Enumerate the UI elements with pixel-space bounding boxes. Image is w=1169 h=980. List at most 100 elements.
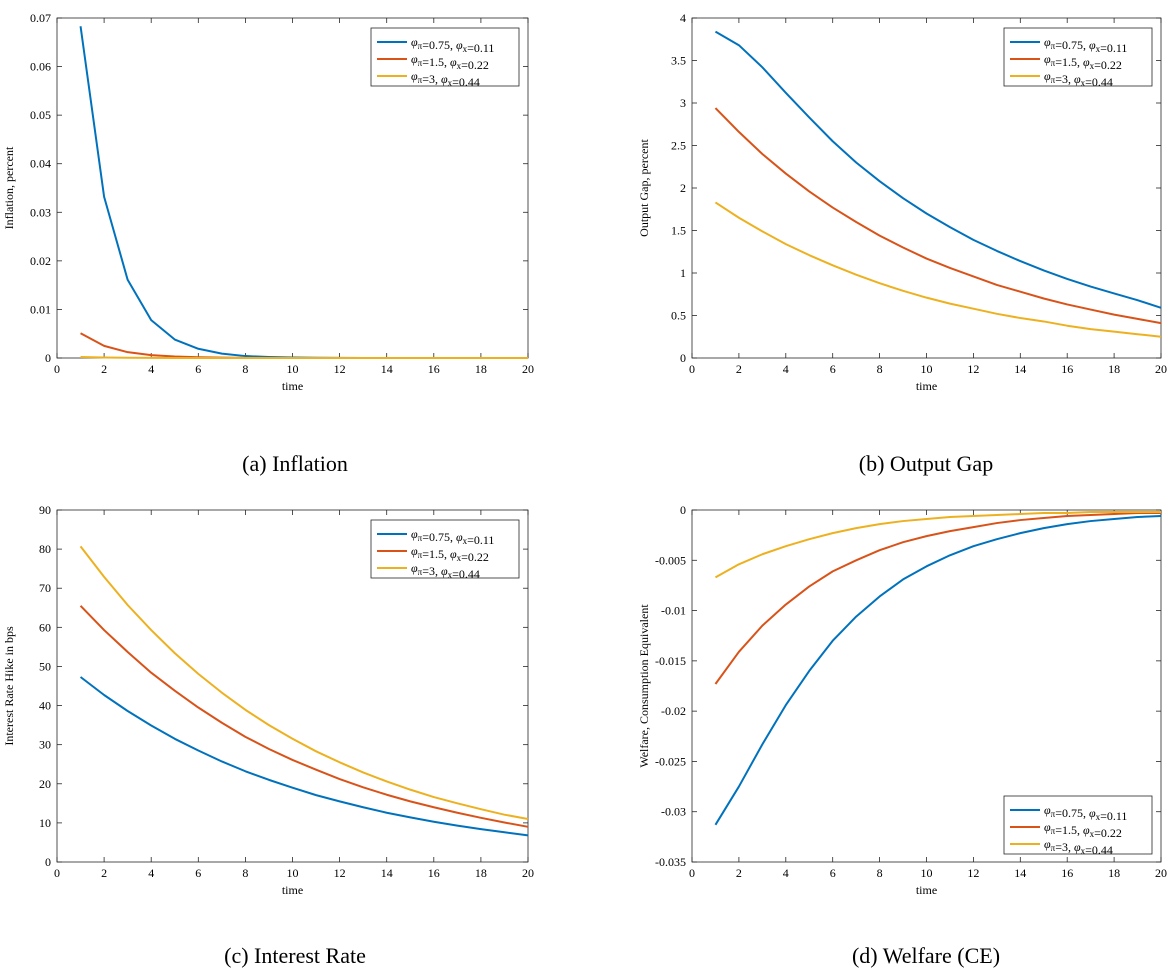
interest-rate-y-tick-label: 40: [39, 699, 51, 713]
welfare-y-tick-label: -0.025: [655, 754, 686, 768]
output-gap-x-tick-label: 18: [1108, 362, 1120, 376]
inflation-y-tick-label: 0.06: [30, 60, 51, 74]
output-gap-y-tick-label: 3: [680, 96, 686, 110]
welfare-x-tick-label: 0: [689, 866, 695, 880]
interest-rate-y-tick-label: 30: [39, 738, 51, 752]
output-gap-y-tick-label: 3.5: [671, 54, 686, 68]
output-gap-y-axis-label: Output Gap, percent: [637, 139, 651, 237]
welfare-legend-label-3: φπ=3, φx=0.44: [1044, 837, 1113, 857]
output-gap-x-tick-label: 20: [1155, 362, 1167, 376]
interest-rate-y-tick-label: 20: [39, 777, 51, 791]
output-gap-y-tick-label: 1: [680, 266, 686, 280]
output-gap-legend-label-3: φπ=3, φx=0.44: [1044, 69, 1113, 89]
inflation-series-line-2: [80, 332, 528, 359]
inflation-legend-label-3: φπ=3, φx=0.44: [411, 69, 480, 89]
interest-rate-x-axis-label: time: [282, 883, 303, 897]
interest-rate-x-tick-label: 14: [381, 866, 393, 880]
interest-rate-y-tick-label: 80: [39, 542, 51, 556]
output-gap-x-tick-label: 10: [921, 362, 933, 376]
welfare-y-tick-label: -0.015: [655, 654, 686, 668]
inflation-legend-label-2: φπ=1.5, φx=0.22: [411, 52, 489, 72]
interest-rate-y-tick-label: 10: [39, 816, 51, 830]
interest-rate-y-axis-label: Interest Rate Hike in bps: [2, 626, 16, 746]
output-gap-series-line-2: [714, 107, 1162, 325]
inflation-y-axis-label: Inflation, percent: [2, 146, 16, 229]
output-gap-x-tick-label: 16: [1061, 362, 1073, 376]
output-gap-y-tick-label: 0: [680, 351, 686, 365]
chart-interest-rate: 0 2 4 6 8 10 12 14 16 18 20 0 10 20 30 40 50 60 70 80 90 time…: [2, 503, 534, 897]
welfare-x-tick-label: 4: [783, 866, 789, 880]
output-gap-x-axis-label: time: [916, 379, 937, 393]
inflation-x-tick-label: 6: [195, 362, 201, 376]
output-gap-series-line-3: [714, 201, 1162, 338]
inflation-legend-label-1: φπ=0.75, φx=0.11: [411, 35, 494, 55]
inflation-y-tick-label: 0.03: [30, 205, 51, 219]
welfare-series-line-2: [714, 512, 1161, 685]
chart-inflation: 0 2 4 6 8 10 12 14 16 18 20 0 0.01 0.02 0.03 0.04 0.05 0.…: [2, 11, 534, 393]
welfare-x-tick-label: 14: [1014, 866, 1026, 880]
welfare-y-tick-label: -0.005: [655, 553, 686, 567]
interest-rate-x-tick-label: 18: [475, 866, 487, 880]
welfare-x-tick-label: 20: [1155, 866, 1167, 880]
inflation-x-tick-label: 14: [381, 362, 393, 376]
welfare-x-tick-label: 16: [1061, 866, 1073, 880]
interest-rate-series-line-1: [79, 676, 529, 837]
welfare-x-tick-label: 18: [1108, 866, 1120, 880]
output-gap-x-tick-label: 0: [689, 362, 695, 376]
interest-rate-x-tick-label: 6: [195, 866, 201, 880]
output-gap-y-tick-label: 1.5: [671, 224, 686, 238]
inflation-y-tick-label: 0.04: [30, 157, 51, 171]
output-gap-x-tick-label: 12: [967, 362, 979, 376]
interest-rate-x-tick-label: 0: [54, 866, 60, 880]
output-gap-x-tick-label: 8: [877, 362, 883, 376]
inflation-x-tick-label: 2: [101, 362, 107, 376]
inflation-x-tick-label: 0: [54, 362, 60, 376]
inflation-x-tick-label: 16: [428, 362, 440, 376]
inflation-series-line-3: [80, 356, 528, 359]
interest-rate-y-tick-label: 60: [39, 620, 51, 634]
inflation-y-tick-label: 0.01: [30, 302, 51, 316]
caption-interest-rate: (c) Interest Rate: [224, 943, 366, 968]
interest-rate-y-tick-label: 90: [39, 503, 51, 517]
interest-rate-x-tick-label: 16: [428, 866, 440, 880]
inflation-x-tick-label: 4: [148, 362, 154, 376]
welfare-x-tick-label: 2: [736, 866, 742, 880]
welfare-y-tick-label: -0.03: [661, 805, 686, 819]
output-gap-legend-label-1: φπ=0.75, φx=0.11: [1044, 35, 1127, 55]
welfare-series-line-1: [714, 515, 1162, 826]
interest-rate-series-line-2: [79, 605, 529, 828]
caption-welfare: (d) Welfare (CE): [851, 943, 1001, 968]
interest-rate-y-tick-label: 70: [39, 581, 51, 595]
inflation-y-tick-label: 0.05: [30, 108, 51, 122]
output-gap-x-tick-label: 14: [1014, 362, 1026, 376]
interest-rate-legend-label-2: φπ=1.5, φx=0.22: [411, 544, 489, 564]
interest-rate-y-tick-label: 0: [45, 855, 51, 869]
interest-rate-x-tick-label: 2: [101, 866, 107, 880]
output-gap-x-tick-label: 6: [830, 362, 836, 376]
welfare-legend-label-1: φπ=0.75, φx=0.11: [1044, 803, 1127, 823]
welfare-y-tick-label: 0: [680, 503, 686, 517]
output-gap-series-line-1: [714, 30, 1162, 309]
chart-welfare: 0 2 4 6 8 10 12 14 16 18 20 -0.035 -0.03 -0.025 -0.02 -…: [637, 503, 1167, 897]
interest-rate-x-tick-label: 20: [522, 866, 534, 880]
welfare-x-tick-label: 6: [830, 866, 836, 880]
interest-rate-x-tick-label: 12: [334, 866, 346, 880]
output-gap-legend-label-2: φπ=1.5, φx=0.22: [1044, 52, 1122, 72]
welfare-series-line-3: [714, 511, 1161, 579]
interest-rate-x-tick-label: 8: [242, 866, 248, 880]
output-gap-x-tick-label: 4: [783, 362, 789, 376]
inflation-x-tick-label: 12: [334, 362, 346, 376]
welfare-x-axis-label: time: [916, 883, 937, 897]
interest-rate-legend-label-1: φπ=0.75, φx=0.11: [411, 527, 494, 547]
output-gap-y-tick-label: 4: [680, 11, 686, 25]
interest-rate-y-tick-label: 50: [39, 659, 51, 673]
output-gap-x-tick-label: 2: [736, 362, 742, 376]
output-gap-y-tick-label: 2: [680, 181, 686, 195]
inflation-y-tick-label: 0: [45, 351, 51, 365]
interest-rate-series-line-3: [79, 545, 529, 820]
inflation-y-tick-label: 0.07: [30, 11, 51, 25]
inflation-x-tick-label: 8: [242, 362, 248, 376]
output-gap-y-tick-label: 0.5: [671, 309, 686, 323]
